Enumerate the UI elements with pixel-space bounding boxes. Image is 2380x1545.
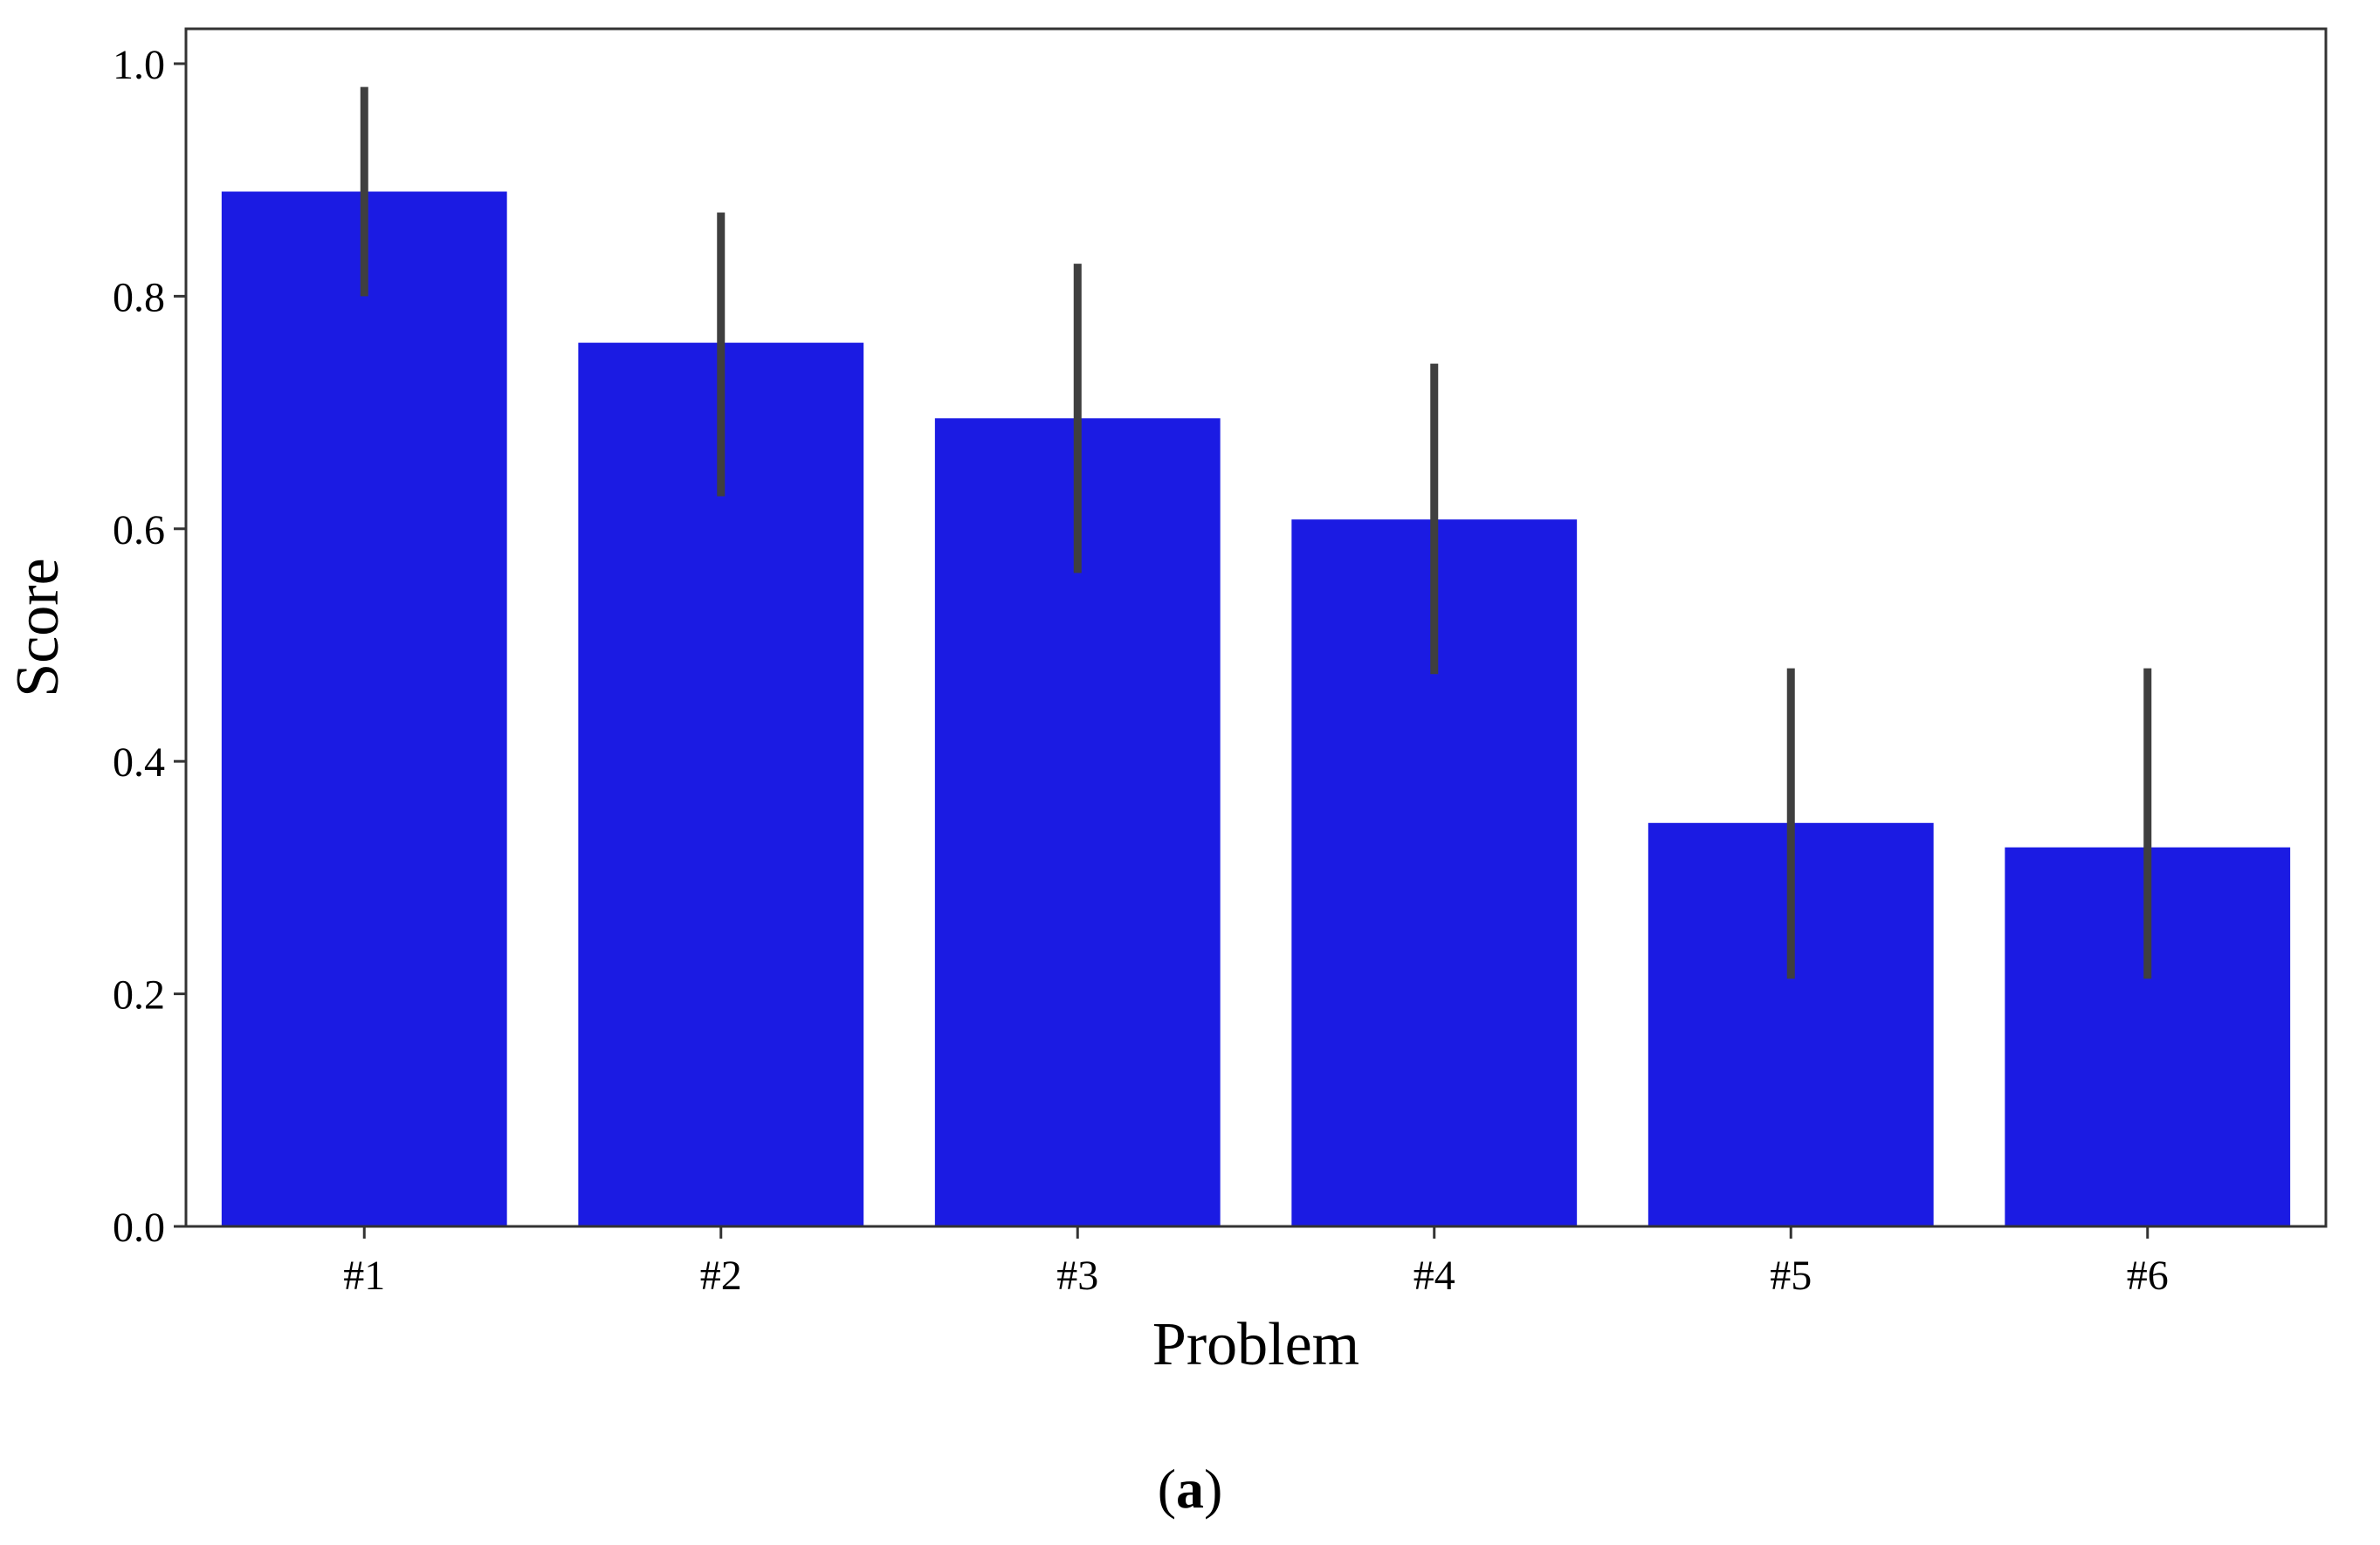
- plot-frame: [184, 27, 2328, 1228]
- y-tick-label: 0.4: [113, 739, 165, 786]
- y-tick-label: 0.0: [113, 1205, 165, 1251]
- y-axis-ticks: 0.0 0.2 0.4 0.6 0.8 1.0: [113, 42, 186, 1251]
- y-tick-label: 0.2: [113, 972, 165, 1019]
- caption-letter: a: [1176, 1458, 1204, 1520]
- y-axis-title: Score: [4, 558, 72, 697]
- y-tick-label: 1.0: [113, 42, 165, 88]
- x-tick-label: #3: [1056, 1253, 1098, 1299]
- x-tick-label: #4: [1414, 1253, 1455, 1299]
- bar-1: [221, 191, 507, 1226]
- x-tick-label: #5: [1770, 1253, 1812, 1299]
- caption-close-paren: ): [1204, 1458, 1222, 1520]
- x-tick-label: #6: [2127, 1253, 2169, 1299]
- x-axis-ticks: #1 #2 #3 #4 #5 #6: [343, 1226, 2169, 1299]
- y-tick-label: 0.6: [113, 507, 165, 553]
- figure-caption: (a): [1158, 1458, 1223, 1520]
- error-bars-group: [360, 86, 2152, 979]
- x-tick-label: #1: [343, 1253, 385, 1299]
- y-tick-label: 0.8: [113, 274, 165, 320]
- x-axis-title: Problem: [1152, 1311, 1359, 1378]
- bars-group: [221, 191, 2291, 1226]
- caption-open-paren: (: [1158, 1458, 1176, 1520]
- x-tick-label: #2: [700, 1253, 742, 1299]
